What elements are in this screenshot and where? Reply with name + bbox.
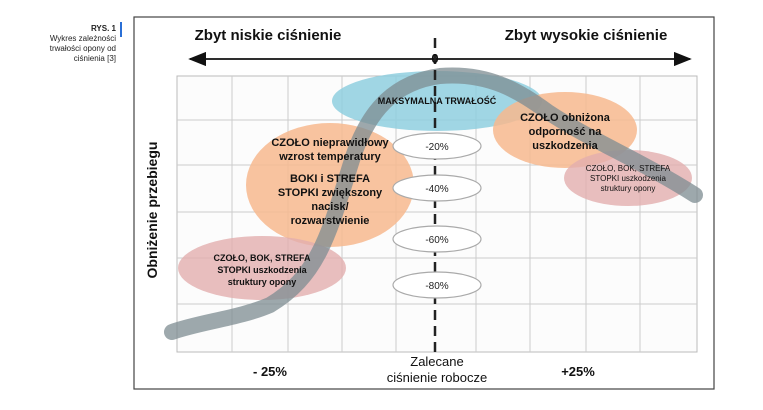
- underinflation-tread-zone: [246, 123, 414, 247]
- reduction-label: -20%: [425, 142, 448, 153]
- overinflation-structure-zone: [564, 150, 692, 206]
- zone-text-line: CZOŁO, BOK, STREFA: [213, 253, 311, 263]
- heading-high-pressure: Zbyt wysokie ciśnienie: [505, 27, 668, 44]
- zero-label: 0: [431, 51, 438, 66]
- caption-accent-bar: [120, 22, 122, 37]
- zone-text-line: struktury opony: [228, 277, 297, 287]
- zone-text-line: wzrost temperatury: [278, 151, 381, 163]
- reduction-label: -40%: [425, 184, 448, 195]
- top-right-zone-text: CZOŁO obniżona odporność na uszkodzenia: [520, 112, 611, 152]
- zone-text-line: struktury opony: [601, 184, 656, 193]
- far-right-zone-text: CZOŁO, BOK, STREFA STOPKI uszkodzenia st…: [586, 164, 671, 193]
- caption-line: ciśnienia [3]: [73, 54, 116, 63]
- figure-caption: RYS. 1 Wykres zależności trwałości opony…: [28, 22, 122, 64]
- caption-line: trwałości opony od: [49, 44, 116, 53]
- reduction-label: -60%: [425, 235, 448, 246]
- caption-line: Wykres zależności: [49, 34, 116, 43]
- x-axis-label: ciśnienie robocze: [387, 370, 487, 385]
- reduction-oval: [392, 271, 482, 299]
- zone-text-line: odporność na: [529, 126, 603, 138]
- x-axis-label: Zalecane: [410, 354, 463, 369]
- max-zone-label: MAKSYMALNA TRWAŁOŚĆ: [378, 95, 497, 106]
- x-tick-label: - 25%: [253, 364, 287, 379]
- heading-low-pressure: Zbyt niskie ciśnienie: [195, 27, 342, 44]
- y-axis-label: Obniżenie przebiegu: [144, 142, 160, 279]
- reduction-oval: [392, 174, 482, 202]
- zone-text-line: CZOŁO, BOK, STREFA: [586, 164, 671, 173]
- reduction-oval: [392, 132, 482, 160]
- durability-curve: [164, 67, 703, 340]
- zone-text-line: STOPKI zwiększony: [278, 187, 383, 199]
- zone-text-line: nacisk/: [311, 201, 348, 213]
- zone-text-line: STOPKI uszkodzenia: [590, 174, 666, 183]
- reduction-oval: [392, 225, 482, 253]
- bottom-left-zone-text: CZOŁO, BOK, STREFA STOPKI uszkodzenia st…: [213, 253, 311, 287]
- top-left-zone-text: CZOŁO nieprawidłowy wzrost temperatury B…: [271, 137, 389, 227]
- zone-text-line: BOKI i STREFA: [290, 173, 370, 185]
- reduction-label: -80%: [425, 281, 448, 292]
- x-tick-label: +25%: [561, 364, 595, 379]
- zone-text-line: CZOŁO nieprawidłowy: [271, 137, 389, 149]
- zone-text-line: CZOŁO obniżona: [520, 112, 611, 124]
- zone-text-line: uszkodzenia: [532, 140, 598, 152]
- zone-text-line: rozwarstwienie: [291, 215, 370, 227]
- zone-text-line: STOPKI uszkodzenia: [217, 265, 307, 275]
- caption-label: RYS. 1: [90, 24, 116, 33]
- outer-frame: [133, 16, 715, 390]
